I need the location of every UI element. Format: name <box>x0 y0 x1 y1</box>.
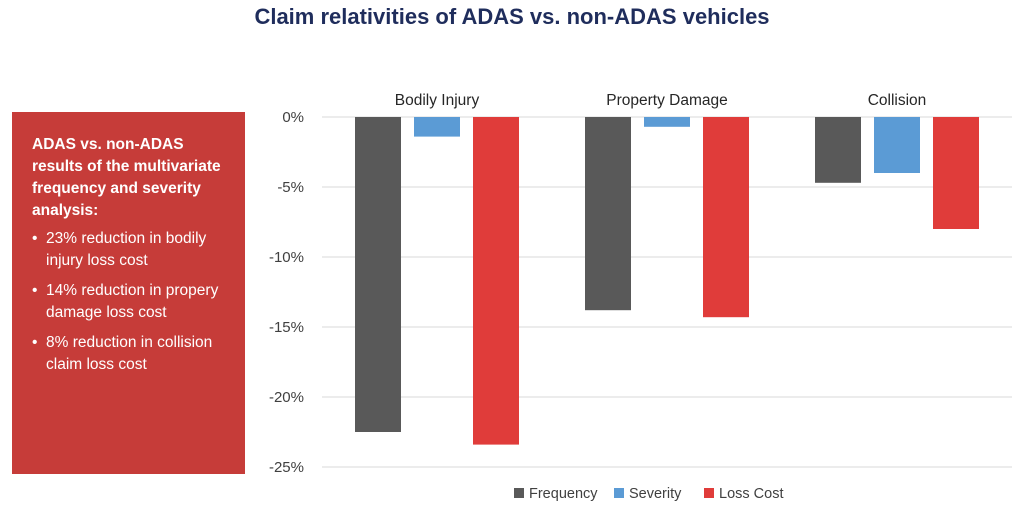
bar-loss-cost <box>473 117 519 445</box>
bullet-icon: • <box>32 230 38 247</box>
y-tick-label: -25% <box>269 459 304 476</box>
y-tick-label: -5% <box>277 179 304 196</box>
legend-label: Frequency <box>529 486 598 502</box>
y-tick-label: -10% <box>269 249 304 266</box>
bullet-icon: • <box>32 334 38 351</box>
legend-swatch <box>614 488 624 498</box>
summary-item-property-damage: • 14% reduction in propery damage loss co… <box>32 280 231 324</box>
summary-item-collision: • 8% reduction in collision claim loss co… <box>32 332 231 376</box>
bar-frequency <box>815 117 861 183</box>
category-label: Property Damage <box>606 92 727 109</box>
category-label: Collision <box>868 92 927 109</box>
summary-item-text: 23% reduction in bodily injury loss cost <box>46 230 207 269</box>
summary-item-text: 8% reduction in collision claim loss cos… <box>46 334 213 373</box>
legend-swatch <box>704 488 714 498</box>
bullet-icon: • <box>32 282 38 299</box>
bar-frequency <box>585 117 631 311</box>
legend-swatch <box>514 488 524 498</box>
bar-severity <box>874 117 920 173</box>
legend-label: Loss Cost <box>719 486 783 502</box>
bar-severity <box>414 117 460 137</box>
bar-severity <box>644 117 690 127</box>
legend-label: Severity <box>629 486 682 502</box>
y-tick-label: -20% <box>269 389 304 406</box>
summary-item-bodily-injury: • 23% reduction in bodily injury loss cos… <box>32 228 231 272</box>
y-tick-label: 0% <box>282 109 304 126</box>
chart-title: Claim relativities of ADAS vs. non-ADAS … <box>254 4 770 29</box>
summary-item-text: 14% reduction in propery damage loss cos… <box>46 282 219 321</box>
summary-panel: ADAS vs. non-ADAS results of the multiva… <box>12 112 245 474</box>
summary-list: • 23% reduction in bodily injury loss cos… <box>32 228 231 376</box>
y-tick-label: -15% <box>269 319 304 336</box>
category-label: Bodily Injury <box>395 92 480 109</box>
bar-frequency <box>355 117 401 432</box>
summary-heading: ADAS vs. non-ADAS results of the multiva… <box>32 136 221 219</box>
bar-loss-cost <box>703 117 749 318</box>
bar-loss-cost <box>933 117 979 229</box>
